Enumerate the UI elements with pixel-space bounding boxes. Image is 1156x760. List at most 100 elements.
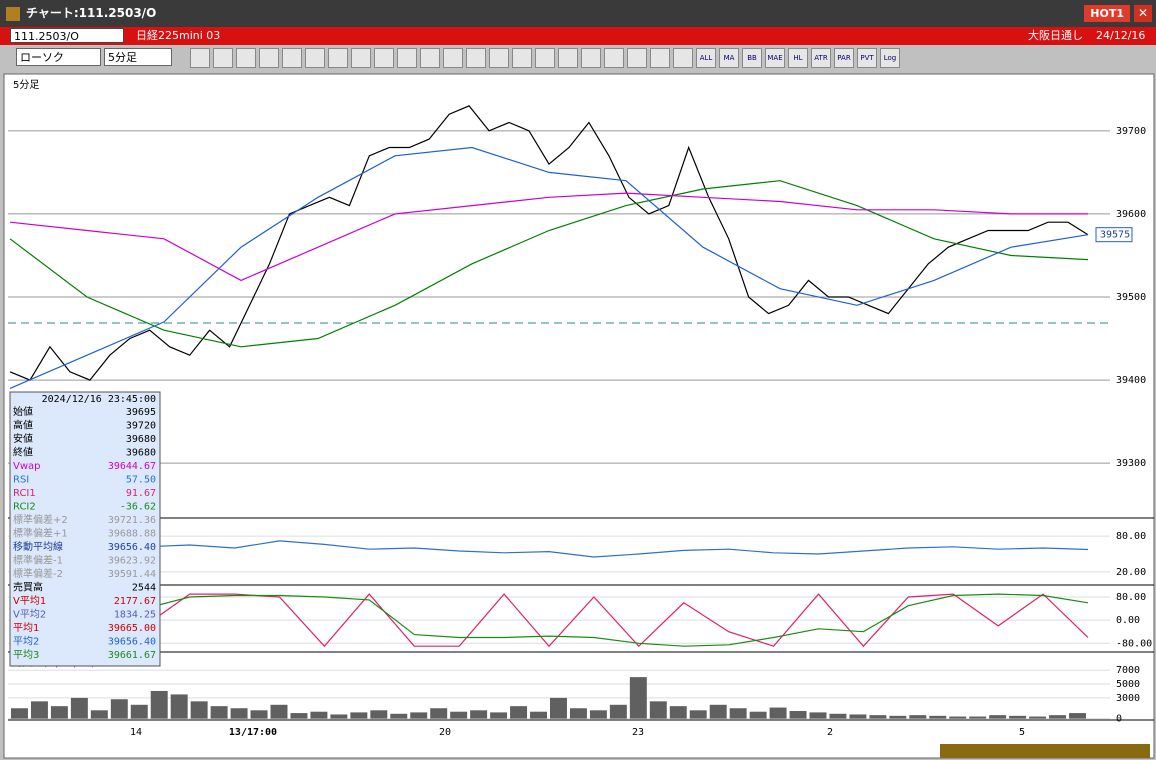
last-price-box	[1095, 227, 1133, 243]
tool-button[interactable]	[581, 48, 601, 68]
series-line	[9, 593, 1089, 648]
volume-bar	[989, 715, 1007, 719]
x-tick-label: 5	[1019, 727, 1025, 738]
tool-button[interactable]: PVT	[857, 48, 877, 68]
series-line	[9, 593, 1089, 647]
y-tick-label: 39700	[1116, 126, 1146, 137]
x-tick-label: 14	[130, 727, 142, 738]
info-label: 標準偏差+1	[13, 527, 68, 540]
tool-button[interactable]	[650, 48, 670, 68]
title-bar: チャート:111.2503/O HOT1 ✕	[0, 0, 1156, 27]
volume-bar	[929, 715, 947, 719]
tool-button[interactable]	[535, 48, 555, 68]
app-icon	[6, 6, 20, 21]
volume-bar	[430, 708, 448, 719]
info-value: -36.62	[120, 502, 156, 513]
volume-bar	[410, 712, 428, 719]
chart: 5分足 39300 39400 39500 39600 39700 39575 14 13/1…	[3, 73, 1155, 759]
info-value: 1834.25	[114, 610, 156, 621]
tool-button[interactable]	[443, 48, 463, 68]
volume-bar	[889, 715, 907, 719]
info-label: 売買高	[13, 581, 43, 594]
volume-bar	[450, 711, 468, 719]
volume-bar	[749, 711, 767, 719]
tool-button[interactable]: ALL	[696, 48, 716, 68]
tool-button[interactable]	[512, 48, 532, 68]
volume-bar	[330, 714, 348, 719]
close-button[interactable]: ✕	[1134, 5, 1152, 22]
tool-button[interactable]	[420, 48, 440, 68]
tool-button[interactable]	[558, 48, 578, 68]
info-label: 平均1	[13, 622, 39, 634]
series-line	[9, 180, 1089, 348]
info-value: 39661.67	[108, 650, 156, 661]
info-bg	[9, 391, 161, 667]
info-label: Vwap	[13, 461, 41, 472]
tool-button[interactable]	[282, 48, 302, 68]
tool-button[interactable]: MA	[719, 48, 739, 68]
y-tick-label: 5000	[1116, 679, 1140, 690]
info-panel: 2024/12/16 23:45:00 始値 39695 高値 39720 安値 39680…	[9, 391, 161, 667]
tool-button[interactable]	[236, 48, 256, 68]
tool-button[interactable]	[604, 48, 624, 68]
y-tick-label: 0	[1116, 714, 1122, 725]
scroll-thumb[interactable]	[940, 744, 1150, 758]
tool-button[interactable]	[466, 48, 486, 68]
volume-bar	[550, 697, 567, 719]
info-label: 終値	[13, 446, 33, 459]
tool-button[interactable]	[259, 48, 279, 68]
x-tick-label: 2	[827, 727, 833, 738]
y-tick-label: 39300	[1116, 458, 1146, 469]
volume-bar	[510, 706, 528, 719]
info-label: V平均2	[13, 609, 46, 621]
tool-button[interactable]	[673, 48, 693, 68]
volume-bar	[1029, 716, 1047, 719]
tool-button[interactable]	[374, 48, 394, 68]
tool-button[interactable]	[351, 48, 371, 68]
volume-bar	[569, 708, 587, 719]
info-value: 39665.00	[108, 623, 156, 634]
volume-bar	[190, 701, 208, 719]
volume-bar	[869, 715, 887, 719]
info-value: 39720	[126, 421, 156, 432]
info-label: 標準偏差-2	[13, 567, 63, 580]
symbol-name: 日経225mini 03	[136, 29, 221, 42]
volume-bar	[1009, 715, 1027, 719]
tool-button[interactable]	[397, 48, 417, 68]
hot-button[interactable]: HOT1	[1084, 5, 1130, 22]
volume-bar	[649, 701, 667, 719]
last-price: 39575	[1100, 230, 1130, 241]
volume-bar	[849, 714, 867, 719]
chart-type-select[interactable]: ローソク	[16, 48, 101, 66]
volume-bar	[50, 706, 68, 719]
volume-bar	[270, 704, 288, 719]
tool-button[interactable]	[627, 48, 647, 68]
info-label: 高値	[13, 419, 33, 432]
info-label: 移動平均線	[13, 540, 63, 553]
tool-button[interactable]: PAR	[834, 48, 854, 68]
tool-button[interactable]	[213, 48, 233, 68]
info-value: 57.50	[126, 475, 156, 486]
interval-select[interactable]: 5分足	[104, 48, 172, 66]
tool-button[interactable]	[489, 48, 509, 68]
tool-button[interactable]: MAE	[765, 48, 785, 68]
tool-button[interactable]: ATR	[811, 48, 831, 68]
volume-bar	[490, 712, 508, 719]
y-tick-label: 0.00	[1116, 615, 1140, 626]
volume-bar	[90, 710, 108, 719]
x-tick-label: 20	[439, 727, 451, 738]
symbol-box[interactable]: 111.2503/O	[10, 28, 124, 43]
info-value: 39680	[126, 448, 156, 459]
series-line	[9, 192, 1088, 282]
tool-button[interactable]: Log	[880, 48, 900, 68]
x-tick-label: 13/17:00	[229, 727, 277, 738]
tool-button[interactable]	[328, 48, 348, 68]
volume-bar	[1049, 715, 1067, 719]
tool-button[interactable]	[190, 48, 210, 68]
tool-button[interactable]: HL	[788, 48, 808, 68]
tool-button[interactable]: BB	[742, 48, 762, 68]
tool-button[interactable]	[305, 48, 325, 68]
chart-frame	[3, 73, 1155, 759]
volume-bar	[290, 713, 308, 719]
info-value: 39695	[126, 407, 156, 418]
